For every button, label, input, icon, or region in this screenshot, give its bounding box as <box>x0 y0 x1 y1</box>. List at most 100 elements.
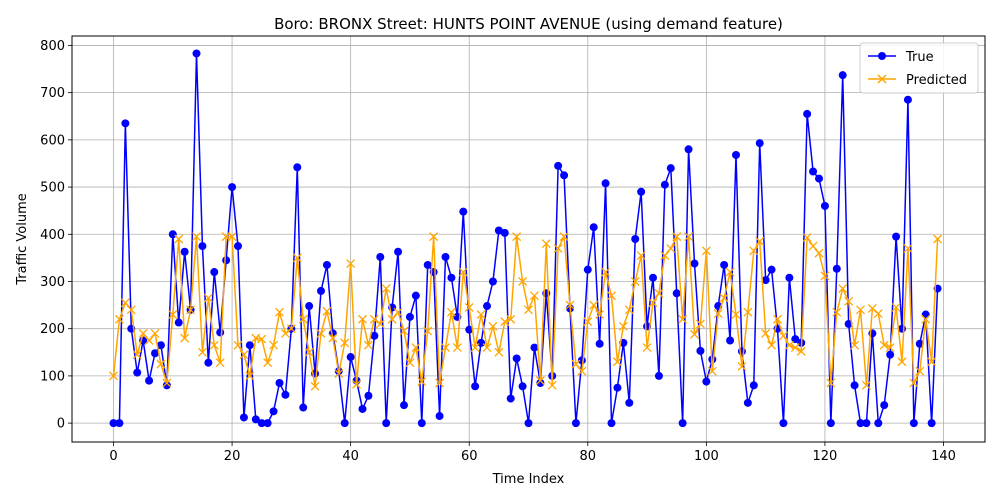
data-point-true <box>684 145 693 154</box>
data-point-true <box>382 419 391 428</box>
data-point-true <box>340 419 349 428</box>
data-point-predicted <box>197 347 207 357</box>
data-point-predicted <box>808 241 818 251</box>
data-point-predicted <box>595 310 605 319</box>
data-point-true <box>536 378 545 387</box>
legend: True Predicted <box>859 42 979 94</box>
data-point-true <box>251 415 260 424</box>
x-tick-label: 100 <box>694 449 719 464</box>
data-point-predicted <box>423 326 433 336</box>
data-point-predicted <box>203 293 213 303</box>
data-point-true <box>820 201 829 210</box>
data-point-predicted <box>441 343 450 353</box>
data-point-predicted <box>263 358 273 368</box>
data-point-true <box>145 376 154 385</box>
data-point-true <box>892 232 901 241</box>
data-point-predicted <box>488 321 498 331</box>
data-point-true <box>257 419 266 428</box>
data-point-true <box>660 180 669 189</box>
data-point-predicted <box>541 239 551 249</box>
data-point-predicted <box>257 334 267 344</box>
data-point-true <box>832 264 841 273</box>
data-point-predicted <box>180 333 190 343</box>
data-point-true <box>210 268 219 277</box>
data-point-true <box>269 407 278 416</box>
data-point-true <box>903 95 912 104</box>
data-point-predicted <box>269 340 279 350</box>
data-point-predicted <box>429 232 439 242</box>
data-point-predicted <box>375 319 385 329</box>
data-point-true <box>228 183 237 192</box>
series-true <box>109 49 942 428</box>
data-point-predicted <box>411 343 421 353</box>
data-point-predicted <box>660 251 670 260</box>
data-point-predicted <box>458 267 468 277</box>
data-point-predicted <box>559 232 569 242</box>
data-point-true <box>720 260 729 269</box>
x-tick-label: 40 <box>342 449 359 464</box>
data-point-predicted <box>618 321 628 331</box>
data-point-true <box>322 260 331 269</box>
data-point-predicted <box>648 298 658 308</box>
data-point-true <box>601 179 610 188</box>
data-point-true <box>275 378 284 387</box>
data-point-true <box>234 242 242 251</box>
data-point-predicted <box>476 310 486 319</box>
data-point-predicted <box>755 236 765 246</box>
data-point-true <box>198 242 207 251</box>
series-predicted <box>109 232 943 391</box>
data-point-predicted <box>114 314 124 324</box>
data-point-true <box>465 325 474 334</box>
data-point-true <box>394 247 403 256</box>
data-point-predicted <box>850 340 860 350</box>
legend-predicted-marker <box>877 74 887 84</box>
x-tick-label: 60 <box>461 449 478 464</box>
y-tick-label: 200 <box>40 322 65 337</box>
data-point-predicted <box>464 302 474 312</box>
y-tick-label: 0 <box>57 417 65 432</box>
data-point-predicted <box>399 326 409 336</box>
data-point-true <box>358 404 367 413</box>
data-point-true <box>417 419 426 428</box>
data-point-true <box>364 391 373 400</box>
data-point-true <box>423 260 432 269</box>
data-point-true <box>204 358 213 367</box>
data-point-true <box>447 273 456 282</box>
data-point-predicted <box>346 259 356 269</box>
data-point-true <box>767 265 776 274</box>
legend-true-marker <box>878 52 886 60</box>
data-point-predicted <box>903 243 913 253</box>
data-point-true <box>737 347 746 356</box>
data-point-predicted <box>322 306 332 316</box>
data-point-predicted <box>174 234 184 244</box>
data-point-true <box>732 150 740 159</box>
data-point-true <box>690 259 699 268</box>
data-point-true <box>222 256 231 265</box>
data-point-predicted <box>162 378 172 388</box>
data-point-true <box>850 381 859 390</box>
data-point-predicted <box>292 253 302 263</box>
x-tick-label: 80 <box>580 449 597 464</box>
data-point-true <box>411 291 420 300</box>
data-point-predicted <box>109 371 118 381</box>
data-point-true <box>826 419 835 428</box>
y-tick-label: 100 <box>40 369 65 384</box>
data-point-predicted <box>524 305 533 315</box>
data-point-true <box>583 265 592 274</box>
data-point-predicted <box>215 358 225 368</box>
data-point-predicted <box>387 314 397 324</box>
data-point-predicted <box>761 328 771 338</box>
data-point-true <box>174 318 183 327</box>
data-point-predicted <box>921 314 931 324</box>
data-point-predicted <box>316 328 326 338</box>
data-point-predicted <box>773 314 782 324</box>
data-point-true <box>696 346 705 355</box>
y-tick-label: 500 <box>40 181 65 196</box>
y-tick-label: 300 <box>40 275 65 290</box>
data-point-true <box>281 390 290 399</box>
data-point-predicted <box>150 328 160 338</box>
data-point-true <box>791 335 800 344</box>
data-point-predicted <box>654 288 664 298</box>
data-point-predicted <box>784 340 794 350</box>
